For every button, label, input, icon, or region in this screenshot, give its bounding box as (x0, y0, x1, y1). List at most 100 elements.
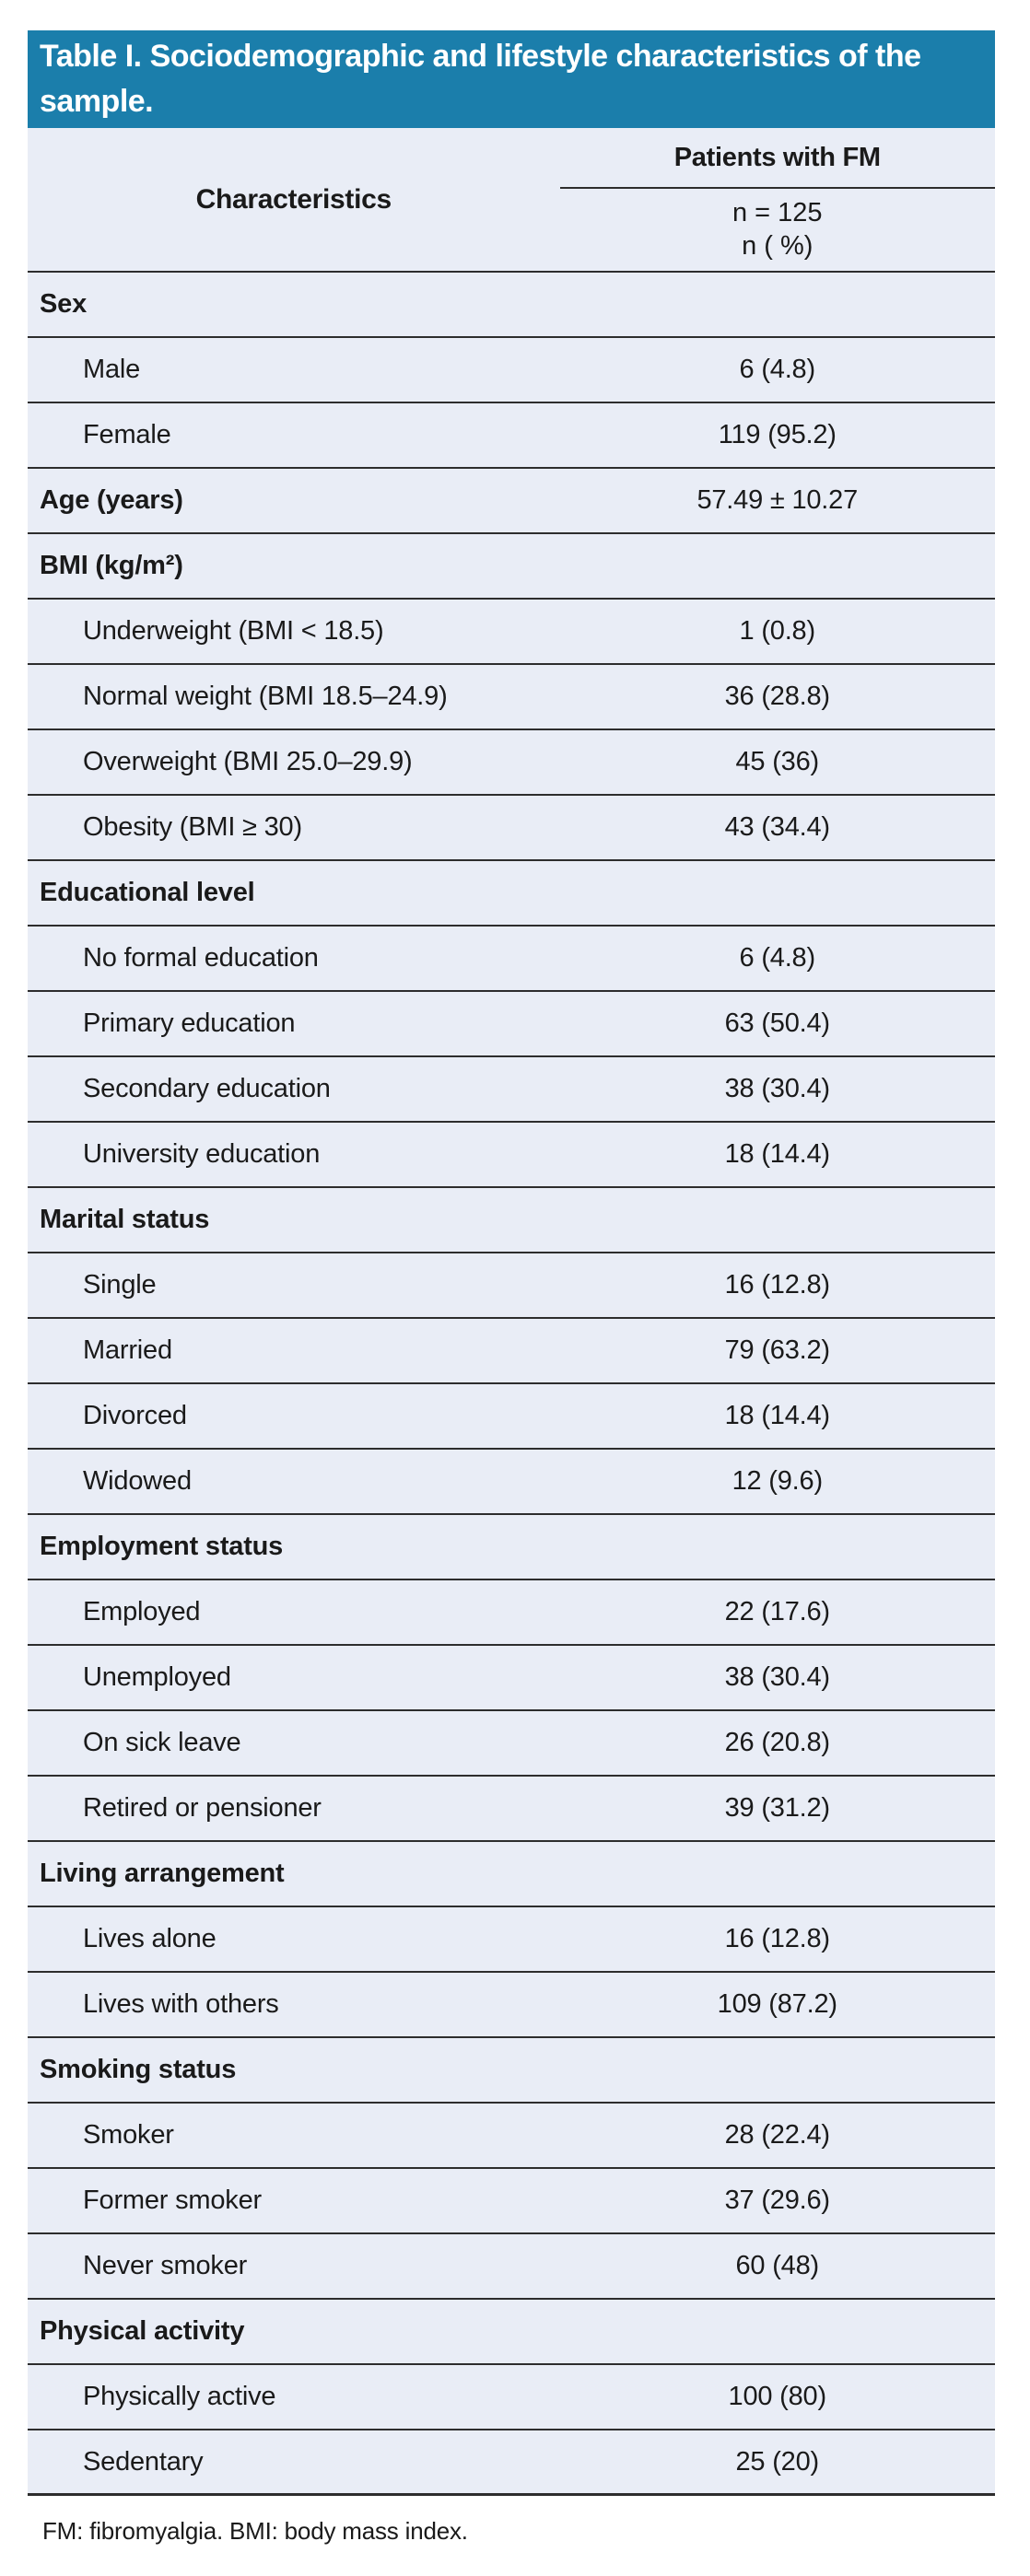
row-label: Lives with others (83, 1989, 279, 2019)
table-row: Physical activity (28, 2300, 995, 2365)
table-row: Widowed 12 (9.6) (28, 1450, 995, 1515)
row-label: On sick leave (83, 1728, 241, 1757)
percent-format-label: n ( %) (742, 230, 813, 261)
row-label: Primary education (83, 1008, 296, 1038)
row-label: Employment status (40, 1532, 284, 1561)
row-value: 18 (14.4) (724, 1401, 830, 1430)
table-row: Married 79 (63.2) (28, 1319, 995, 1384)
row-label: No formal education (83, 943, 319, 973)
table-row: Marital status (28, 1188, 995, 1253)
row-label: Employed (83, 1597, 201, 1626)
table-row: Sex (28, 273, 995, 338)
table-row: Educational level (28, 861, 995, 927)
table-row: University education 18 (14.4) (28, 1123, 995, 1188)
table-row: Divorced 18 (14.4) (28, 1384, 995, 1450)
row-label: Physically active (83, 2382, 276, 2411)
row-value: 18 (14.4) (724, 1139, 830, 1169)
patients-with-fm-header: Patients with FM (559, 128, 995, 189)
footnote: FM: fibromyalgia. BMI: body mass index. (42, 2517, 468, 2545)
patients-subheader: n = 125 n ( %) (560, 189, 996, 271)
row-label: Sex (40, 289, 87, 319)
table-row: Obesity (BMI ≥ 30) 43 (34.4) (28, 796, 995, 861)
row-label: Retired or pensioner (83, 1793, 322, 1823)
row-label: Sedentary (83, 2446, 204, 2477)
table-row: Overweight (BMI 25.0–29.9) 45 (36) (28, 730, 995, 796)
row-value: 109 (87.2) (717, 1989, 837, 2019)
row-label: BMI (kg/m²) (40, 551, 183, 580)
table-row: Male 6 (4.8) (28, 338, 995, 403)
row-value: 60 (48) (735, 2251, 820, 2280)
row-value: 119 (95.2) (718, 420, 837, 449)
row-label: Divorced (83, 1401, 187, 1430)
row-value: 25 (20) (735, 2446, 820, 2477)
table-row: Smoking status (28, 2038, 995, 2104)
row-label: Normal weight (BMI 18.5–24.9) (83, 682, 448, 711)
table-row: Unemployed 38 (30.4) (28, 1646, 995, 1711)
row-value: 100 (80) (728, 2382, 827, 2411)
row-value: 37 (29.6) (724, 2186, 830, 2215)
row-label: Single (83, 1270, 157, 1300)
row-value: 22 (17.6) (724, 1597, 830, 1626)
row-value: 38 (30.4) (724, 1074, 830, 1103)
row-label: Married (83, 1335, 172, 1365)
row-value: 6 (4.8) (739, 943, 816, 973)
table-row: Living arrangement (28, 1842, 995, 1907)
row-label: Living arrangement (40, 1859, 285, 1888)
row-value: 28 (22.4) (724, 2120, 830, 2150)
row-label: Physical activity (40, 2316, 245, 2346)
table-card: Table I. Sociodemographic and lifestyle … (28, 30, 995, 2496)
row-label: Former smoker (83, 2186, 262, 2215)
table-row: Lives alone 16 (12.8) (28, 1907, 995, 1973)
row-value: 12 (9.6) (732, 1466, 824, 1496)
row-value: 26 (20.8) (724, 1728, 830, 1757)
row-value: 1 (0.8) (739, 616, 816, 646)
row-label: Marital status (40, 1205, 210, 1234)
table-row: On sick leave 26 (20.8) (28, 1711, 995, 1777)
row-value: 45 (36) (735, 747, 820, 776)
table-row: Employed 22 (17.6) (28, 1580, 995, 1646)
column-header-row: Characteristics Patients with FM n = 125… (28, 128, 995, 273)
sample-size-label: n = 125 (732, 198, 823, 228)
table-row: Never smoker 60 (48) (28, 2234, 995, 2300)
table-body: Sex Male 6 (4.8) Female 119 (95.2) Age (… (28, 273, 995, 2496)
row-label: Overweight (BMI 25.0–29.9) (83, 747, 413, 776)
table-row: Retired or pensioner 39 (31.2) (28, 1777, 995, 1842)
table-row: Normal weight (BMI 18.5–24.9) 36 (28.8) (28, 665, 995, 730)
table-row: BMI (kg/m²) (28, 534, 995, 600)
table-row: Lives with others 109 (87.2) (28, 1973, 995, 2038)
row-value: 16 (12.8) (724, 1270, 830, 1300)
row-label: University education (83, 1139, 321, 1169)
row-label: Smoker (83, 2120, 174, 2150)
row-value: 6 (4.8) (739, 355, 816, 384)
row-value: 39 (31.2) (724, 1793, 830, 1823)
row-label: Unemployed (83, 1662, 231, 1692)
row-label: Lives alone (83, 1924, 217, 1953)
row-label: Male (83, 355, 141, 384)
characteristics-column-header: Characteristics (195, 183, 392, 215)
table-row: Female 119 (95.2) (28, 403, 995, 469)
row-label: Obesity (BMI ≥ 30) (83, 812, 302, 842)
table-row: Employment status (28, 1515, 995, 1580)
table-row: Underweight (BMI < 18.5) 1 (0.8) (28, 600, 995, 665)
table-row: No formal education 6 (4.8) (28, 927, 995, 992)
table-row: Former smoker 37 (29.6) (28, 2169, 995, 2234)
row-value: 57.49 ± 10.27 (696, 485, 859, 515)
table-title-bar: Table I. Sociodemographic and lifestyle … (28, 30, 995, 128)
table-row: Primary education 63 (50.4) (28, 992, 995, 1057)
row-label: Educational level (40, 878, 255, 907)
table-title: Table I. Sociodemographic and lifestyle … (40, 38, 921, 119)
table-row: Single 16 (12.8) (28, 1253, 995, 1319)
table-row: Smoker 28 (22.4) (28, 2104, 995, 2169)
row-label: Smoking status (40, 2055, 237, 2084)
table-row: Secondary education 38 (30.4) (28, 1057, 995, 1123)
table-row: Age (years) 57.49 ± 10.27 (28, 469, 995, 534)
row-value: 16 (12.8) (724, 1924, 830, 1953)
row-value: 38 (30.4) (724, 1662, 830, 1692)
row-value: 43 (34.4) (724, 812, 830, 842)
row-label: Age (years) (40, 485, 183, 515)
row-label: Secondary education (83, 1074, 331, 1103)
row-label: Female (83, 420, 171, 449)
row-value: 36 (28.8) (724, 682, 830, 711)
table-row: Sedentary 25 (20) (28, 2430, 995, 2496)
